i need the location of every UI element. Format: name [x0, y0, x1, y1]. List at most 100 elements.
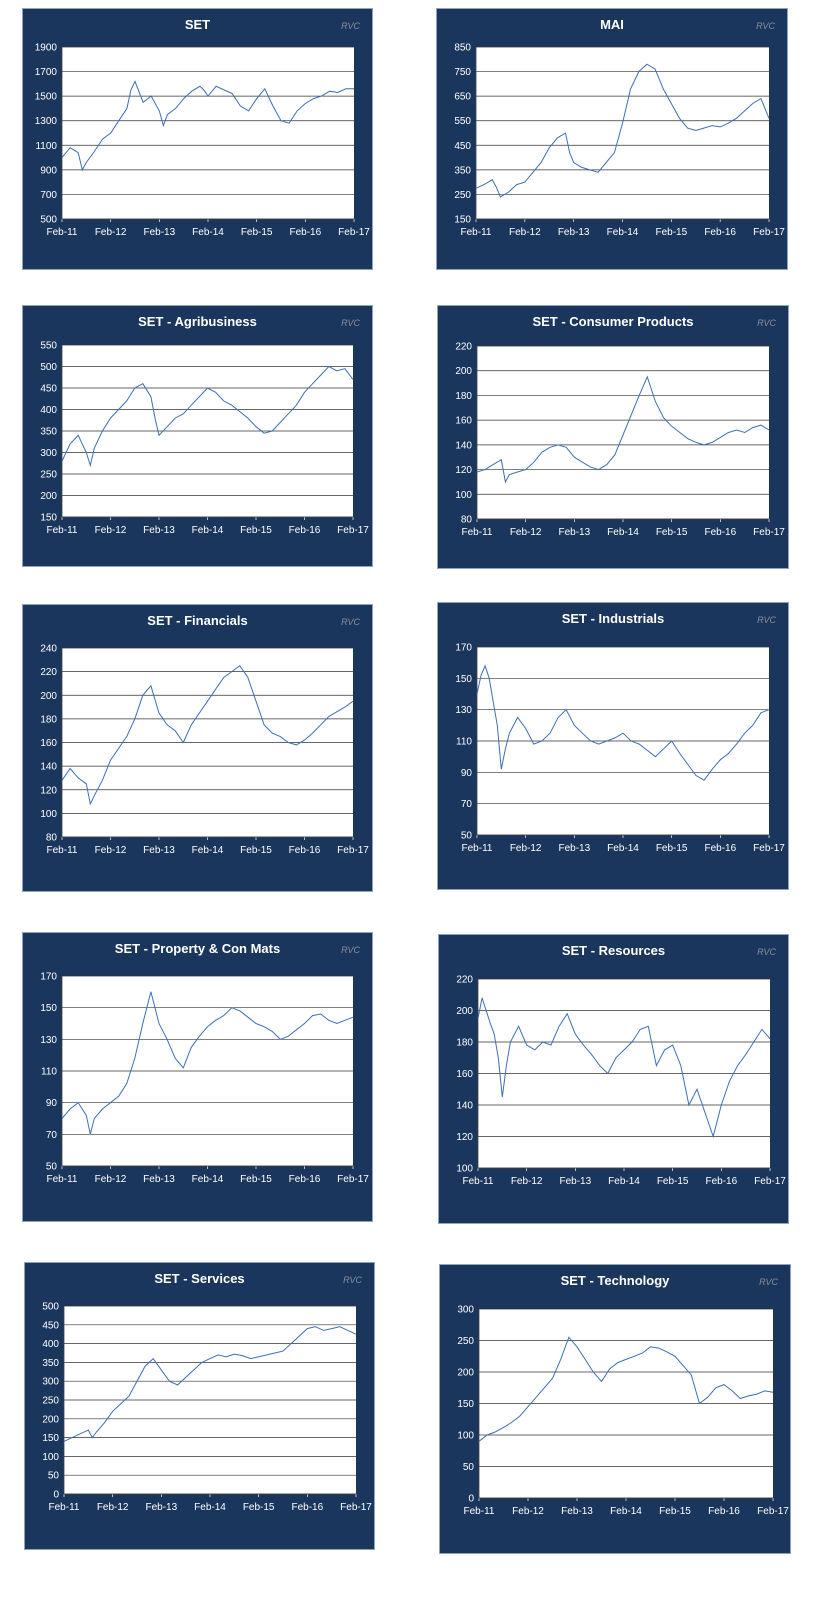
- y-tick-label: 90: [46, 1098, 58, 1109]
- y-tick-label: 120: [456, 1132, 473, 1143]
- y-tick-label: 200: [42, 1414, 59, 1425]
- y-tick-label: 140: [40, 762, 57, 773]
- y-tick-label: 350: [40, 427, 57, 438]
- x-tick-label: Feb-15: [659, 1506, 691, 1517]
- y-tick-label: 150: [457, 1399, 474, 1410]
- x-tick-label: Feb-12: [95, 845, 127, 856]
- brand-label: RVC: [756, 21, 775, 31]
- chart-svg: 50 70 90 110 130 150 170 Feb-11 Feb-12 Feb-13 Feb-…: [455, 643, 785, 855]
- y-tick-label: 0: [468, 1494, 474, 1505]
- y-tick-label: 1100: [35, 141, 57, 152]
- x-tick-label: Feb-16: [289, 525, 321, 536]
- axis-line: [61, 47, 354, 220]
- x-tick-label: Feb-17: [757, 1506, 789, 1517]
- y-tick-label: 550: [40, 341, 57, 352]
- series-line: [61, 365, 354, 468]
- chart-panel: MAI RVC 150 250 350 450 550 650 750 850 Feb-11 Feb-…: [436, 8, 788, 270]
- chart-title: SET - Property & Con Mats: [114, 941, 281, 956]
- axis-line: [477, 979, 770, 1169]
- series-line: [475, 63, 770, 198]
- chart-panel: SET - Agribusiness RVC 150 200 250 300 350 400 4…: [22, 305, 373, 567]
- x-tick-label: Feb-15: [240, 1174, 272, 1185]
- chart-svg: 150 250 350 450 550 650 750 850 Feb-11 Feb-12 Feb-…: [454, 43, 785, 239]
- plot-area: [477, 346, 769, 519]
- chart-title: SET - Financials: [147, 613, 248, 628]
- chart-panel: SET RVC 500 700 900 1100 1300 1500 1700 1900 Feb-1…: [22, 8, 373, 270]
- x-tick-label: Feb-11: [49, 1502, 80, 1513]
- y-tick-label: 220: [456, 975, 473, 986]
- x-tick-label: Feb-17: [337, 845, 369, 856]
- y-tick-label: 200: [40, 691, 57, 702]
- y-tick-label: 250: [457, 1336, 474, 1347]
- axis-line: [476, 346, 769, 520]
- x-tick-label: Feb-15: [657, 1176, 689, 1187]
- x-tick-label: Feb-14: [192, 845, 224, 856]
- chart-panel: SET - Resources RVC 100 120 140 160 180 200 220 F…: [438, 934, 789, 1224]
- y-tick-label: 180: [456, 1038, 473, 1049]
- x-tick-label: Feb-17: [338, 227, 370, 238]
- chart-title: SET - Technology: [560, 1273, 670, 1288]
- chart-title: SET: [184, 17, 211, 32]
- x-tick-label: Feb-15: [656, 843, 688, 854]
- y-tick-label: 80: [46, 833, 58, 844]
- x-tick-label: Feb-15: [240, 845, 272, 856]
- x-tick-label: Feb-12: [95, 1174, 127, 1185]
- chart-panel: SET - Property & Con Mats RVC 50 70 90 110 130…: [22, 932, 373, 1222]
- chart-title: SET - Resources: [561, 943, 666, 958]
- brand-label: RVC: [757, 947, 776, 957]
- y-tick-label: 150: [42, 1433, 59, 1444]
- y-tick-label: 250: [40, 470, 57, 481]
- y-tick-label: 750: [454, 67, 471, 78]
- x-tick-label: Feb-13: [143, 227, 175, 238]
- brand-label: RVC: [757, 318, 776, 328]
- x-tick-label: Feb-16: [704, 527, 736, 538]
- axis-line: [63, 1306, 356, 1495]
- y-tick-label: 150: [455, 674, 472, 685]
- y-tick-label: 150: [40, 513, 57, 524]
- y-tick-label: 90: [461, 768, 473, 779]
- series-line: [61, 664, 354, 806]
- x-tick-label: Feb-15: [240, 525, 272, 536]
- y-tick-label: 200: [457, 1368, 474, 1379]
- y-tick-label: 220: [40, 667, 57, 678]
- y-tick-label: 150: [454, 215, 471, 226]
- x-tick-label: Feb-11: [47, 1174, 78, 1185]
- brand-label: RVC: [343, 1275, 362, 1285]
- y-tick-label: 50: [48, 1471, 60, 1482]
- x-tick-label: Feb-17: [337, 525, 369, 536]
- x-tick-label: Feb-12: [510, 843, 542, 854]
- x-tick-label: Feb-13: [143, 1174, 175, 1185]
- y-tick-label: 300: [42, 1377, 59, 1388]
- chart-svg: 150 200 250 300 350 400 450 500 550 Feb-11 Feb-12 F…: [40, 341, 369, 537]
- x-tick-label: Feb-13: [559, 1176, 591, 1187]
- y-tick-label: 80: [461, 515, 473, 526]
- x-tick-label: Feb-14: [192, 1174, 224, 1185]
- chart-title: SET - Consumer Products: [532, 314, 694, 329]
- series-line: [477, 997, 771, 1139]
- x-tick-label: Feb-17: [754, 1176, 786, 1187]
- brand-label: RVC: [341, 945, 360, 955]
- y-tick-label: 1900: [35, 43, 58, 54]
- chart-panel: SET - Financials RVC 80 100 120 140 160 180 200 2…: [22, 604, 373, 892]
- x-tick-label: Feb-11: [462, 527, 493, 538]
- y-tick-label: 140: [455, 440, 472, 451]
- chart-svg: 50 70 90 110 130 150 170 Feb-11 Feb-12 Feb-13 Feb-…: [40, 972, 369, 1186]
- x-tick-label: Feb-12: [95, 227, 127, 238]
- y-tick-label: 120: [455, 465, 472, 476]
- y-tick-label: 450: [454, 141, 471, 152]
- x-tick-label: Feb-17: [753, 227, 785, 238]
- axis-line: [61, 345, 353, 518]
- x-tick-label: Feb-15: [241, 227, 273, 238]
- y-tick-label: 70: [46, 1130, 58, 1141]
- y-tick-label: 1700: [35, 67, 58, 78]
- y-tick-label: 450: [40, 384, 57, 395]
- y-tick-label: 250: [454, 190, 471, 201]
- axis-line: [478, 1309, 773, 1499]
- y-tick-label: 180: [40, 714, 57, 725]
- y-tick-label: 140: [456, 1101, 473, 1112]
- chart-title: SET - Services: [154, 1271, 245, 1286]
- y-tick-label: 300: [457, 1305, 474, 1316]
- brand-label: RVC: [757, 615, 776, 625]
- x-tick-label: Feb-13: [558, 527, 590, 538]
- y-tick-label: 200: [40, 491, 57, 502]
